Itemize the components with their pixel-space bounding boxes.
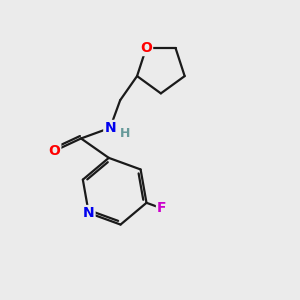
Text: O: O: [140, 41, 152, 55]
Text: F: F: [157, 201, 166, 215]
Text: H: H: [120, 127, 130, 140]
Text: O: O: [48, 144, 60, 158]
Text: N: N: [83, 206, 94, 220]
Text: N: N: [104, 121, 116, 135]
